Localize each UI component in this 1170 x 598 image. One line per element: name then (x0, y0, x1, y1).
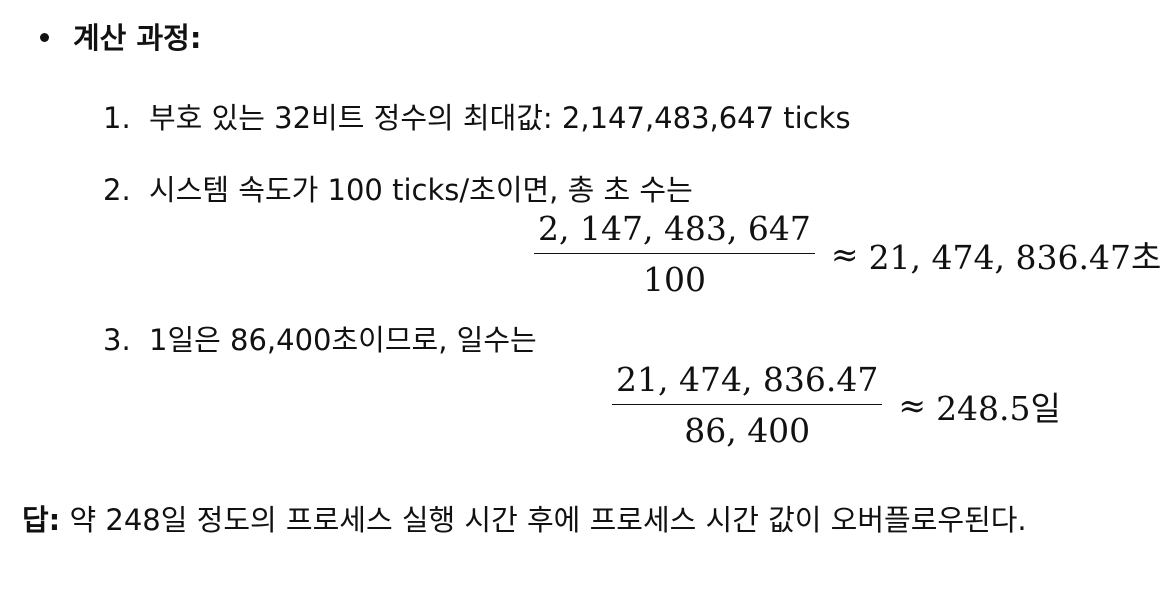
step-1: 1. 부호 있는 32비트 정수의 최대값: 2,147,483,647 tick… (103, 98, 851, 138)
fraction-denominator: 100 (642, 260, 706, 299)
step-number: 2. (103, 173, 131, 207)
answer-label: 답: (22, 503, 61, 537)
step-text: 1일은 86,400초이므로, 일수는 (149, 323, 537, 357)
calculation-heading: 계산 과정: (40, 18, 201, 58)
formula-seconds: 2, 147, 483, 647 100 ≈ 21, 474, 836.47초 (534, 209, 1161, 300)
step-number: 3. (103, 323, 131, 357)
formula-days: 21, 474, 836.47 86, 400 ≈ 248.5일 (612, 360, 1061, 451)
fraction-denominator: 86, 400 (684, 411, 811, 450)
formula-result: 248.5일 (936, 388, 1061, 428)
answer-text: 약 248일 정도의 프로세스 실행 시간 후에 프로세스 시간 값이 오버플로… (60, 503, 1027, 537)
fraction-numerator: 21, 474, 836.47 (616, 360, 879, 399)
fraction: 2, 147, 483, 647 100 (534, 209, 815, 300)
fraction-bar (534, 253, 815, 254)
approx-symbol: ≈ (830, 235, 859, 274)
bullet-icon (40, 32, 49, 42)
step-text: 부호 있는 32비트 정수의 최대값: 2,147,483,647 ticks (149, 101, 851, 135)
step-text: 시스템 속도가 100 ticks/초이면, 총 초 수는 (149, 173, 693, 207)
formula-result: 21, 474, 836.47초 (868, 237, 1162, 277)
approx-symbol: ≈ (898, 386, 927, 425)
fraction-numerator: 2, 147, 483, 647 (538, 209, 811, 248)
answer-line: 답: 약 248일 정도의 프로세스 실행 시간 후에 프로세스 시간 값이 오… (22, 500, 1027, 540)
heading-text: 계산 과정: (73, 21, 202, 55)
step-number: 1. (103, 101, 131, 135)
fraction: 21, 474, 836.47 86, 400 (612, 360, 883, 451)
step-3: 3. 1일은 86,400초이므로, 일수는 (103, 320, 537, 360)
step-2: 2. 시스템 속도가 100 ticks/초이면, 총 초 수는 (103, 170, 693, 210)
fraction-bar (612, 404, 883, 405)
